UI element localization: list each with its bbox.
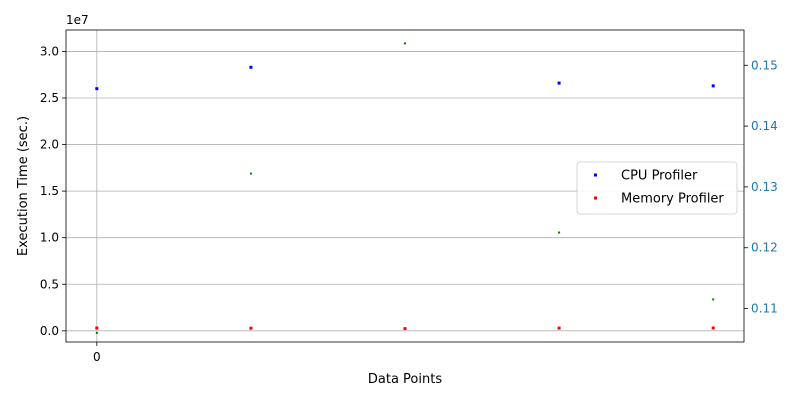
y2-tick-label: 0.15 [751, 58, 778, 72]
y-tick-label: 1.0 [40, 231, 59, 245]
data-point-series-2 [404, 42, 406, 45]
y2-tick-label: 0.14 [751, 119, 778, 133]
data-point-series-2 [558, 231, 561, 234]
y-tick-label: 0.5 [40, 277, 59, 291]
data-point-series-0 [95, 87, 99, 91]
y-tick-label: 1.5 [40, 184, 59, 198]
data-point-series-1 [403, 327, 407, 331]
y2-tick-label: 0.13 [751, 180, 778, 194]
y-tick-label: 3.0 [40, 44, 59, 58]
legend-box [576, 161, 738, 215]
y-tick-label: 0.0 [40, 324, 59, 338]
legend-label: CPU Profiler [621, 169, 698, 184]
x-tick-label: 0 [93, 350, 101, 364]
data-point-series-1 [249, 326, 253, 330]
plot-frame [65, 29, 745, 343]
y-tick-label: 2.5 [40, 91, 59, 105]
data-point-series-2 [249, 172, 252, 175]
legend-marker [594, 173, 597, 177]
data-point-series-2 [712, 298, 715, 301]
y2-tick-label: 0.11 [751, 302, 778, 316]
data-point-series-1 [557, 326, 561, 330]
data-point-series-0 [249, 65, 253, 69]
data-point-series-0 [557, 81, 561, 85]
y-tick-label: 2.0 [40, 138, 59, 152]
data-point-series-1 [711, 326, 715, 330]
legend-label: Memory Profiler [621, 192, 724, 207]
y2-tick-label: 0.12 [751, 241, 778, 255]
data-point-series-2 [95, 331, 98, 334]
legend-marker [594, 196, 597, 200]
x-axis-label: Data Points [368, 372, 442, 387]
data-point-series-0 [711, 84, 715, 88]
y-axis-label: Execution Time (sec.) [16, 116, 31, 256]
data-point-series-1 [95, 326, 99, 330]
y-offset-label: 1e7 [66, 13, 89, 27]
